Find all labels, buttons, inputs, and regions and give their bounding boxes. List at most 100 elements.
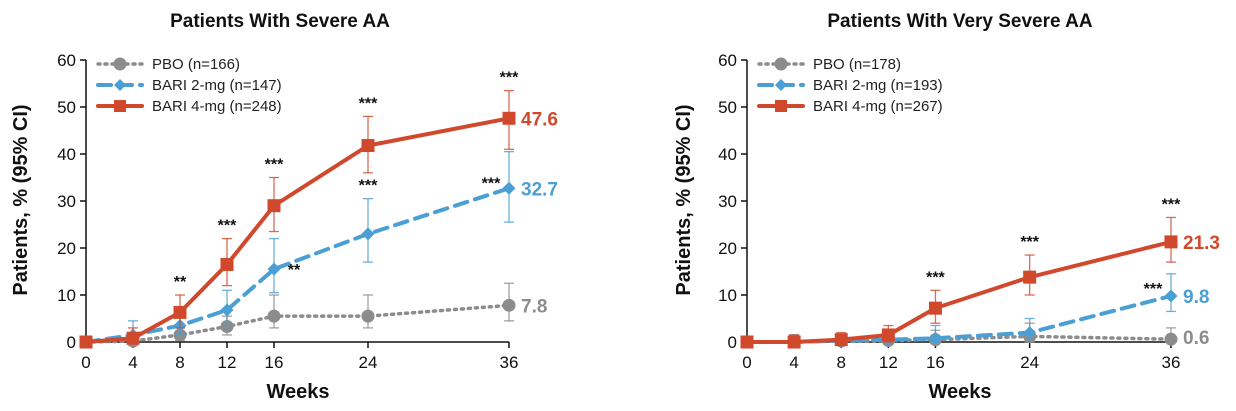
x-tick-label: 24: [1020, 353, 1039, 372]
y-tick-label: 60: [57, 51, 76, 70]
data-point: [928, 331, 942, 345]
legend-entry: BARI 2-mg (n=193): [757, 77, 943, 94]
data-point: [1164, 235, 1178, 249]
legend-marker: [114, 100, 126, 112]
end-value-label: 7.8: [521, 296, 547, 317]
end-value-label: 47.6: [521, 109, 558, 130]
significance-marker: **: [288, 262, 301, 279]
end-value-label: 32.7: [521, 179, 558, 200]
data-point: [220, 257, 234, 271]
legend-label: PBO (n=166): [152, 56, 240, 73]
chart-title: Patients With Very Severe AA: [827, 11, 1093, 32]
significance-marker: ***: [265, 157, 284, 174]
y-tick-label: 50: [718, 98, 737, 117]
chart-panel-very-severe: Patients With Very Severe AA Patients, %…: [673, 11, 1220, 403]
data-point: [267, 199, 281, 213]
data-point: [502, 181, 516, 195]
significance-marker: ***: [500, 70, 519, 87]
data-point: [126, 331, 140, 345]
legend-marker: [114, 79, 126, 91]
y-tick-label: 20: [57, 239, 76, 258]
significance-marker: ***: [1162, 196, 1181, 213]
data-point: [267, 262, 281, 276]
x-tick-label: 16: [265, 353, 284, 372]
legend-marker: [774, 57, 788, 71]
y-tick-label: 10: [718, 286, 737, 305]
data-point: [1023, 326, 1037, 340]
data-point: [1023, 270, 1037, 284]
y-axis-label: Patients, % (95% CI): [10, 104, 32, 295]
y-axis-label: Patients, % (95% CI): [673, 104, 695, 295]
end-value-label: 21.3: [1183, 233, 1220, 254]
series-line: [84, 116, 511, 344]
data-point: [787, 335, 801, 349]
y-tick-label: 20: [718, 239, 737, 258]
series-square: 47.6: [79, 89, 558, 349]
series-circle: 0.6: [740, 322, 1209, 349]
y-tick-label: 30: [57, 192, 76, 211]
series-circle: 7.8: [79, 282, 547, 349]
significance-marker: ***: [1144, 281, 1163, 298]
legend-marker: [113, 57, 127, 71]
x-tick-label: 12: [879, 353, 898, 372]
x-tick-label: 36: [500, 353, 519, 372]
x-tick-label: 16: [926, 353, 945, 372]
legend-label: BARI 4-mg (n=248): [152, 98, 282, 115]
legend-marker: [775, 79, 787, 91]
end-value-label: 0.6: [1183, 328, 1209, 349]
data-point: [79, 335, 93, 349]
legend-entry: PBO (n=166): [96, 56, 240, 73]
x-tick-label: 8: [836, 353, 845, 372]
x-axis-label: Weeks: [266, 381, 329, 403]
significance-marker: ***: [218, 218, 237, 235]
end-value-label: 9.8: [1183, 287, 1209, 308]
data-point: [740, 335, 754, 349]
legend-entry: BARI 4-mg (n=248): [96, 98, 282, 115]
chart-title: Patients With Severe AA: [170, 11, 390, 32]
legend-entry: BARI 4-mg (n=267): [757, 98, 943, 115]
data-point: [502, 298, 516, 312]
x-tick-label: 4: [789, 353, 798, 372]
y-tick-label: 50: [57, 98, 76, 117]
y-tick-label: 40: [718, 145, 737, 164]
series-line: [745, 239, 1173, 344]
significance-marker: ***: [926, 269, 945, 286]
data-point: [220, 319, 234, 333]
data-point: [1164, 332, 1178, 346]
significance-marker: ***: [1020, 234, 1039, 251]
series-line: [745, 293, 1173, 344]
legend-label: BARI 4-mg (n=267): [813, 98, 943, 115]
data-point: [834, 333, 848, 347]
data-point: [173, 305, 187, 319]
y-tick-label: 40: [57, 145, 76, 164]
x-tick-label: 8: [175, 353, 184, 372]
data-point: [361, 309, 375, 323]
x-tick-label: 36: [1162, 353, 1181, 372]
legend-marker: [775, 100, 787, 112]
chart-panel-severe: Patients With Severe AA Patients, % (95%…: [10, 11, 558, 403]
significance-marker: ***: [359, 178, 378, 195]
legend-label: BARI 2-mg (n=147): [152, 77, 282, 94]
data-point: [928, 301, 942, 315]
x-tick-label: 24: [359, 353, 378, 372]
x-tick-label: 0: [81, 353, 90, 372]
data-point: [361, 227, 375, 241]
x-tick-label: 12: [218, 353, 237, 372]
data-point: [502, 111, 516, 125]
significance-marker: **: [174, 274, 187, 291]
series-line: [84, 303, 511, 344]
legend-label: PBO (n=178): [813, 56, 901, 73]
series-square: 21.3: [740, 216, 1220, 349]
y-tick-label: 0: [728, 333, 737, 352]
x-axis-label: Weeks: [928, 381, 991, 403]
significance-marker: ***: [482, 175, 501, 192]
data-point: [881, 328, 895, 342]
data-point: [1164, 289, 1178, 303]
y-tick-label: 10: [57, 286, 76, 305]
data-point: [361, 139, 375, 153]
legend-label: BARI 2-mg (n=193): [813, 77, 943, 94]
x-tick-label: 4: [128, 353, 137, 372]
data-point: [267, 309, 281, 323]
y-tick-label: 0: [67, 333, 76, 352]
